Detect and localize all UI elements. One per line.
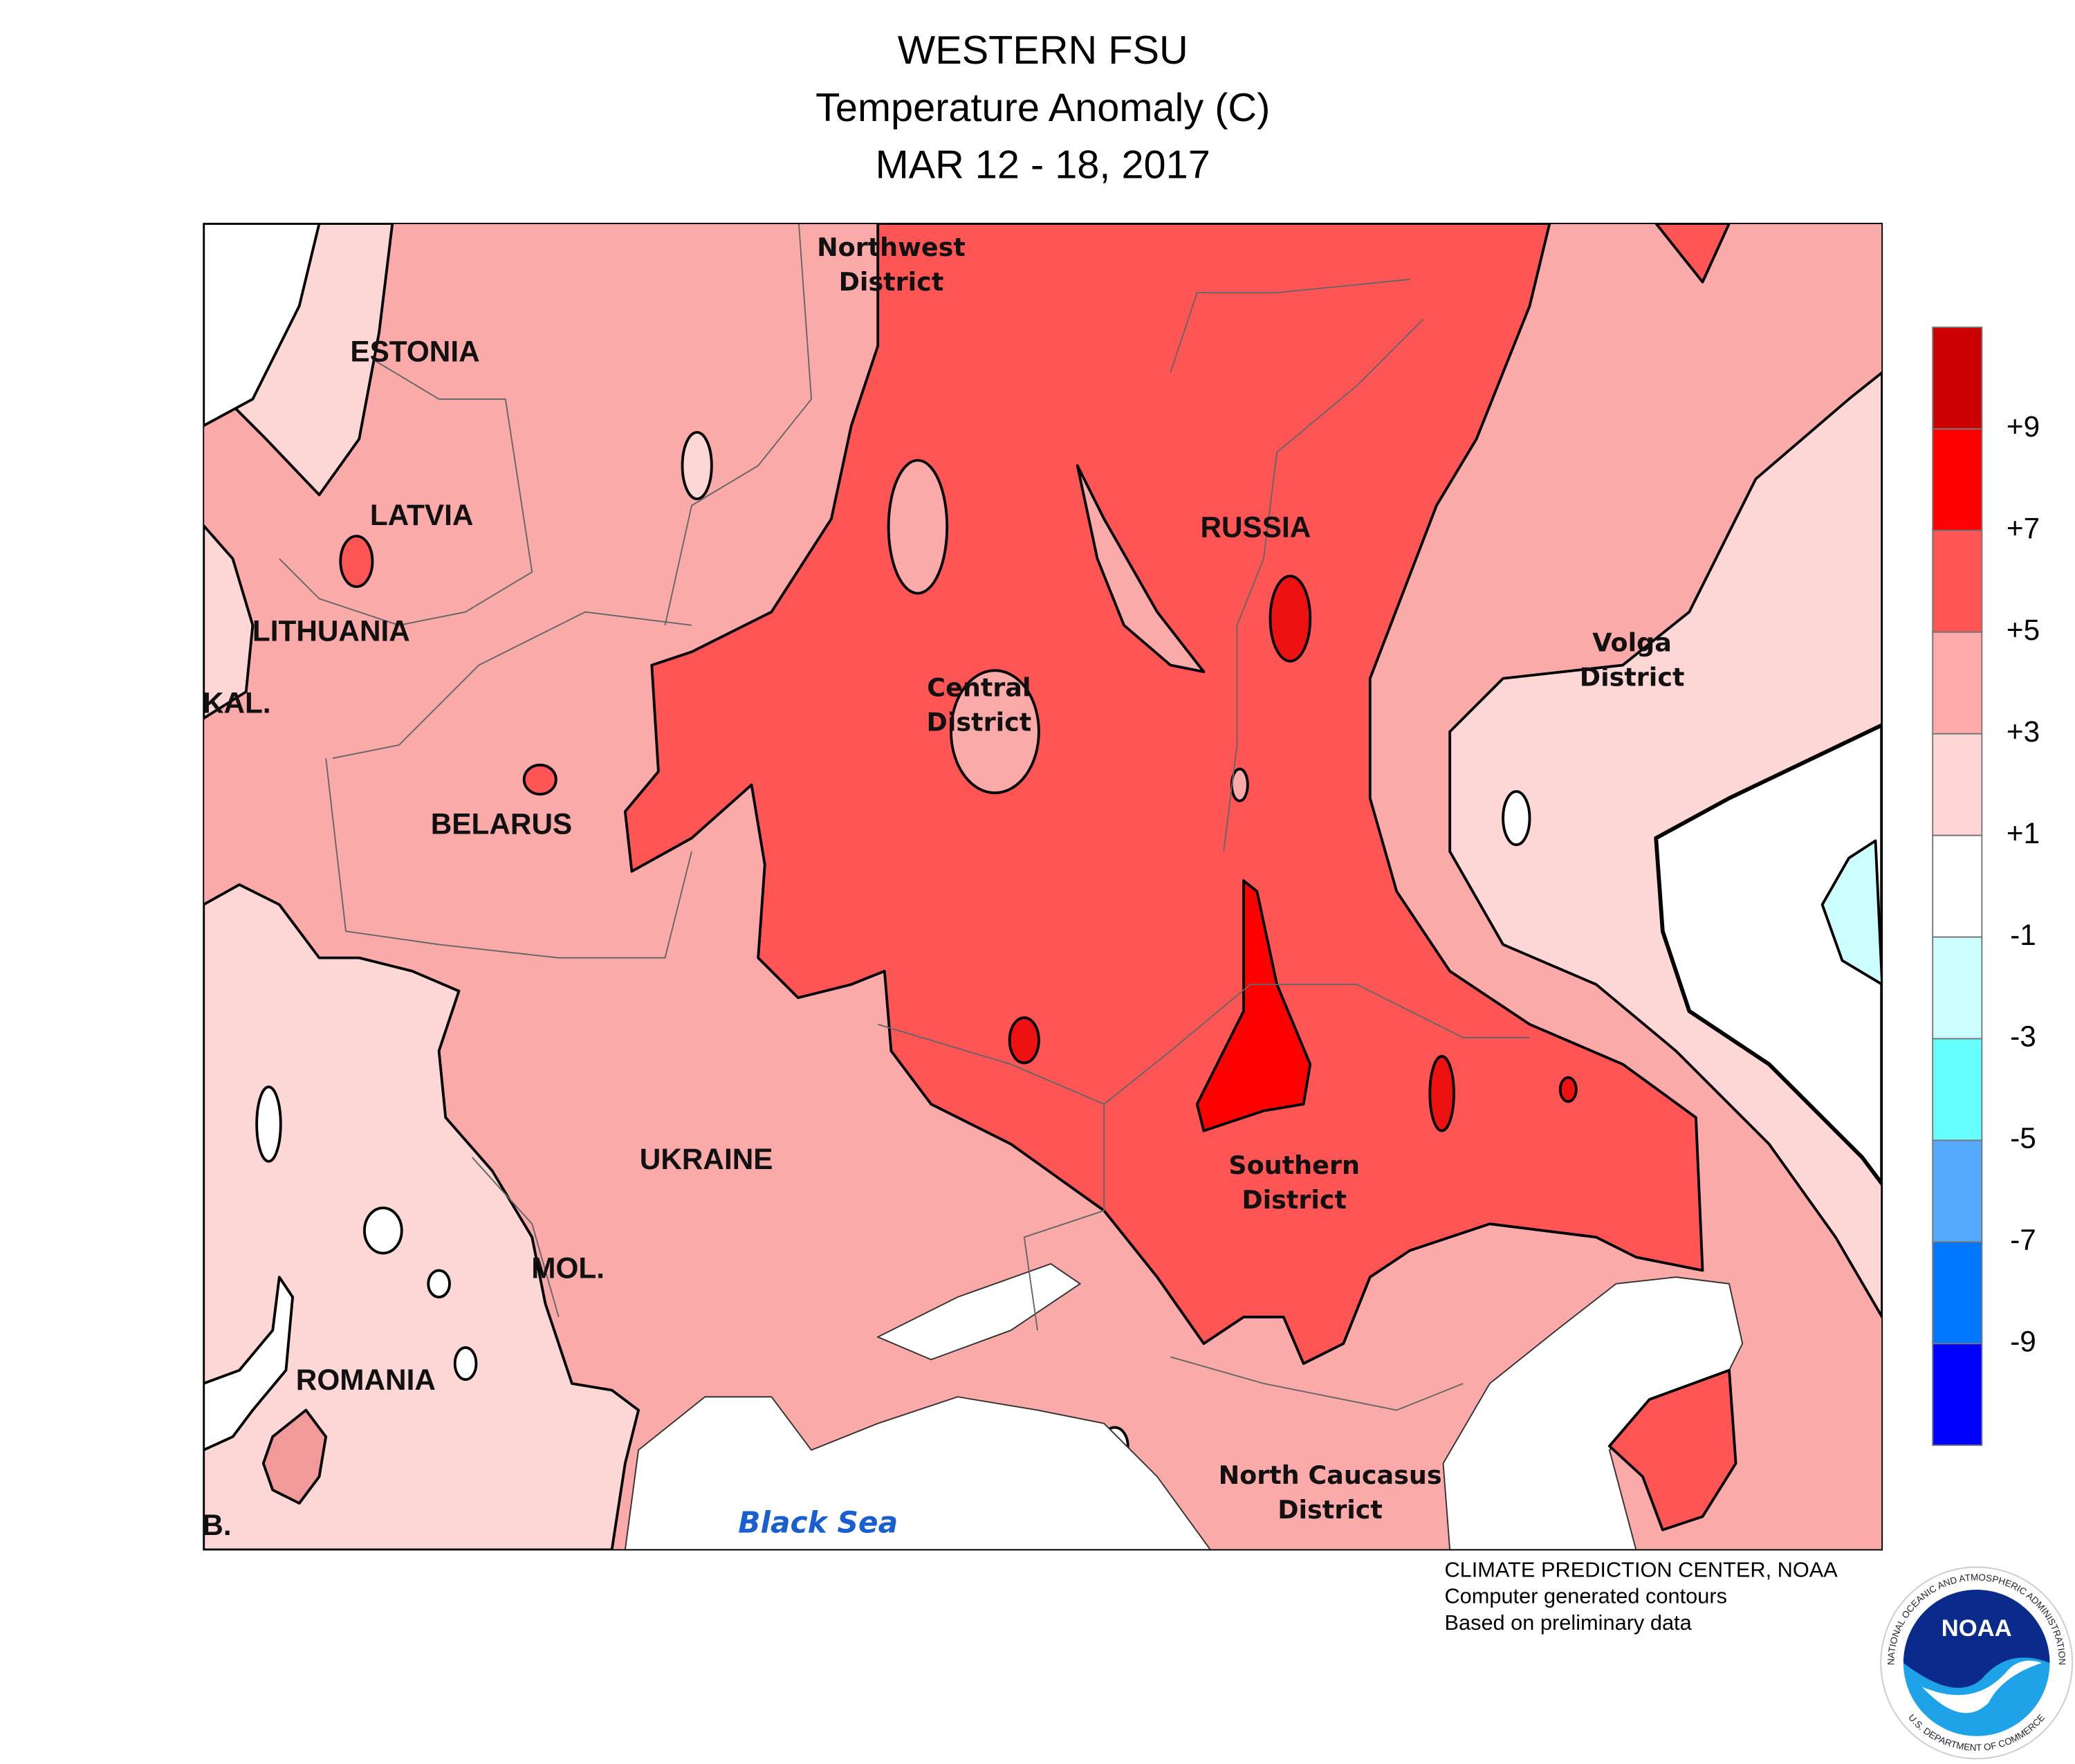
black-sea	[624, 1396, 1212, 1550]
map-frame	[203, 223, 1883, 1551]
anomaly-1-3	[681, 431, 713, 501]
map-label: Northwest	[817, 232, 966, 262]
anomaly-7-9	[1558, 1076, 1578, 1103]
map-area	[203, 223, 1883, 1550]
legend-label: -5	[2010, 1122, 2036, 1155]
credit-line: Based on preliminary data	[1444, 1610, 1692, 1635]
map-label: District	[927, 708, 1032, 737]
anomaly-neutral	[255, 1085, 282, 1163]
legend-label: -1	[2010, 919, 2036, 951]
anomaly-5-7	[1608, 1368, 1737, 1532]
caspian-sea	[1442, 1276, 1744, 1550]
anomaly-1-3	[203, 883, 640, 1550]
subtitle: Temperature Anomaly (C)	[815, 86, 1270, 130]
map-label: District	[1242, 1185, 1347, 1215]
anomaly-neutral	[363, 1206, 403, 1255]
legend: +9 +7 +5 +3 +1 -1 -3 -5 -7 -9	[1932, 327, 2040, 1446]
legend-label: +3	[2007, 715, 2040, 748]
land-gap	[203, 223, 321, 428]
map-label: North Caucasus	[1219, 1460, 1442, 1490]
anomaly-5-7	[522, 763, 557, 796]
map-label: LATVIA	[370, 499, 474, 531]
legend-swatch	[1932, 1038, 1983, 1141]
logo-name: NOAA	[1942, 1615, 2012, 1642]
credit-line: CLIMATE PREDICTION CENTER, NOAA	[1444, 1557, 1838, 1581]
legend-swatch	[1932, 631, 1983, 735]
logo-top	[1903, 1590, 2050, 1688]
legend-swatch	[1932, 1139, 1983, 1243]
map-label: UKRAINE	[640, 1143, 773, 1175]
map-label: District	[839, 267, 944, 297]
map-label: LITHUANIA	[252, 615, 410, 647]
credit-line: Computer generated contours	[1444, 1584, 1727, 1608]
legend-swatch	[1932, 733, 1983, 836]
map-label: RUSSIA	[1200, 511, 1311, 544]
map-label: ROMANIA	[296, 1363, 436, 1396]
map-label: KAL.	[203, 686, 271, 719]
map-label: Central	[927, 673, 1031, 703]
anomaly-neutral	[1502, 790, 1531, 847]
map-label: ESTONIA	[350, 336, 479, 368]
anomaly-5-7	[1654, 223, 1731, 284]
anomaly-3-5	[261, 1408, 328, 1505]
anomaly-neutral	[427, 1269, 451, 1298]
legend-swatch	[1932, 936, 1983, 1040]
legend-label: +9	[2007, 410, 2040, 443]
legend-label: -3	[2010, 1020, 2036, 1053]
anomaly-neutral	[203, 1276, 294, 1452]
legend-swatch	[1932, 428, 1983, 531]
date: MAR 12 - 18, 2017	[876, 143, 1210, 187]
legend-label: -9	[2010, 1325, 2036, 1357]
map-label: BELARUS	[431, 807, 572, 840]
map-label: District	[1278, 1495, 1383, 1525]
anomaly-5-7	[339, 535, 374, 588]
legend-swatch	[1932, 834, 1983, 938]
anomaly-7-9	[1195, 879, 1312, 1132]
anomaly-7-9	[1428, 1055, 1455, 1132]
map-label: B.	[202, 1509, 231, 1541]
anomaly-neutral	[1654, 723, 1883, 1186]
title: WESTERN FSU	[898, 28, 1188, 73]
map-label: Black Sea	[738, 1505, 898, 1539]
map-label: MOL.	[531, 1252, 605, 1285]
legend-label: +5	[2007, 614, 2040, 646]
legend-swatch	[1932, 327, 1983, 430]
anomaly-7-9	[1269, 574, 1312, 663]
anomaly-1-3	[203, 524, 255, 720]
legend-label: -7	[2010, 1224, 2036, 1256]
anomaly-3-5	[887, 459, 949, 595]
legend-label: +7	[2007, 512, 2040, 544]
noaa-logo: NOAA NATIONAL OCEANIC AND ATMOSPHERIC AD…	[1880, 1566, 2074, 1760]
map-label: Southern	[1228, 1150, 1360, 1180]
legend-swatch	[1932, 1241, 1983, 1345]
legend-label: +1	[2007, 817, 2040, 849]
anomaly-3-5	[950, 669, 1040, 795]
legend-swatch	[1932, 1343, 1983, 1446]
anomaly-cool	[1820, 839, 1883, 986]
anomaly-neutral	[453, 1346, 478, 1381]
legend-swatch	[1932, 529, 1983, 633]
anomaly-3-5	[1076, 464, 1206, 674]
map-labels: ESTONIA LATVIA LITHUANIA KAL. BELARUS UKRAINE…	[202, 232, 1684, 1541]
sea-of-azov	[876, 1262, 1082, 1361]
map-label: District	[1580, 662, 1685, 692]
anomaly-7-9	[1008, 1016, 1040, 1065]
credits: CLIMATE PREDICTION CENTER, NOAA Computer …	[1444, 1557, 1838, 1635]
admin-border	[279, 223, 1530, 1411]
logo-gull	[1921, 1660, 2042, 1714]
map-label: Volga	[1592, 627, 1672, 657]
